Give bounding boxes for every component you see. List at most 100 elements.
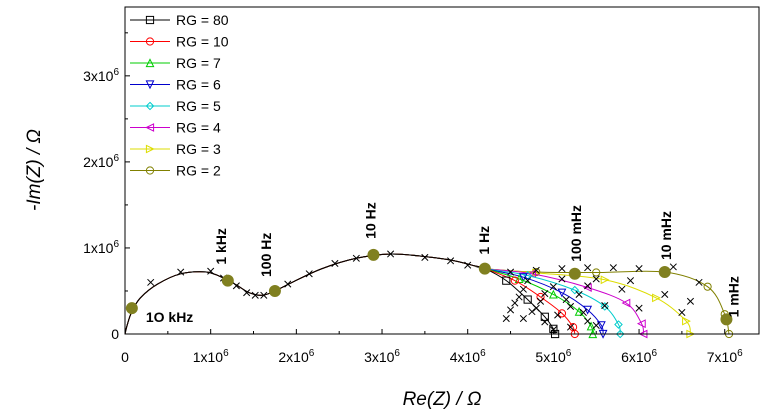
cross-point — [584, 264, 592, 272]
frequency-point — [221, 274, 234, 287]
x-tick-label: 6x106 — [621, 348, 657, 365]
series-point — [557, 288, 567, 298]
legend-marker — [145, 15, 155, 25]
series-point — [570, 285, 580, 295]
frequency-point — [125, 302, 138, 315]
cross-point — [592, 275, 600, 283]
x-tick-label: 3x106 — [364, 348, 400, 365]
cross-point — [558, 265, 566, 273]
cross-point — [251, 291, 259, 299]
cross-point — [566, 323, 575, 331]
y-axis-ticks: 0 1x106 2x106 3x106 — [83, 32, 130, 342]
y-tick-label: 3x106 — [83, 67, 119, 84]
series-point — [600, 275, 610, 285]
frequency-label: 1 mHz — [725, 276, 741, 317]
cross-point — [519, 314, 527, 323]
cross-point — [147, 278, 155, 286]
cross-point — [352, 254, 360, 262]
series-line-rg-80 — [124, 253, 556, 335]
legend-label: RG = 10 — [176, 34, 229, 50]
cross-point — [260, 291, 268, 299]
series-line-rg-7 — [124, 253, 594, 335]
frequency-label: 10 mHz — [658, 211, 674, 260]
frequency-point — [478, 262, 491, 275]
cross-point — [695, 278, 703, 286]
series-point — [615, 329, 625, 339]
cross-point — [575, 290, 583, 298]
cross-point — [541, 318, 549, 326]
legend-item: RG = 3 — [130, 141, 221, 157]
x-tick-label: 5x106 — [535, 348, 571, 365]
cross-point — [584, 317, 592, 325]
frequency-label: 1 kHz — [213, 228, 229, 265]
frequency-point — [568, 267, 581, 280]
frequency-label: 100 mHz — [568, 205, 584, 262]
cross-point — [511, 299, 519, 307]
cross-point — [232, 282, 240, 290]
series-line-rg-6 — [124, 253, 604, 335]
x-tick-label: 4x106 — [450, 348, 486, 365]
series-line-rg-2 — [124, 253, 730, 335]
series-point — [600, 302, 610, 311]
cross-point — [177, 268, 185, 276]
x-tick-label: 0 — [121, 349, 129, 365]
cross-point — [635, 265, 643, 273]
cross-point — [661, 290, 669, 298]
legend-item: RG = 7 — [130, 55, 221, 71]
series-point — [703, 282, 712, 291]
legend-marker — [145, 37, 155, 46]
series-point — [548, 289, 558, 299]
cross-point — [519, 285, 527, 293]
cross-point — [207, 267, 215, 275]
legend-marker — [145, 80, 155, 90]
cross-point — [524, 277, 532, 285]
y-axis-title: -Im(Z) / Ω — [24, 129, 45, 211]
cross-point — [447, 257, 455, 265]
legend-item: RG = 10 — [130, 34, 229, 50]
cross-point — [601, 302, 609, 310]
series-point — [596, 321, 606, 331]
series-point — [540, 312, 549, 321]
legend-label: RG = 7 — [176, 55, 221, 71]
frequency-point — [367, 248, 380, 261]
legend: RG = 80 RG = 10 RG = 7 RG = 6 RG = 5 RG = 4 RG… — [130, 12, 229, 179]
cross-point — [558, 275, 566, 283]
frequency-label: 1O kHz — [146, 309, 193, 325]
y-tick-label: 2x106 — [83, 153, 119, 170]
cross-point — [549, 283, 557, 291]
series-point — [636, 319, 646, 329]
series-point — [557, 309, 567, 318]
legend-item: RG = 5 — [130, 98, 221, 114]
cross-point — [387, 250, 395, 258]
cross-point — [566, 302, 575, 311]
frequency-point — [268, 284, 281, 297]
legend-label: RG = 6 — [176, 77, 221, 93]
legend-label: RG = 2 — [176, 163, 221, 179]
frequency-labels: 1O kHz 1 kHz 100 Hz 10 Hz 1 Hz 100 mHz 10 mHz 1… — [146, 202, 742, 325]
cross-point — [635, 304, 643, 312]
series-point — [614, 320, 623, 329]
cross-point — [579, 308, 587, 317]
legend-item: RG = 4 — [130, 120, 221, 136]
series-point — [682, 316, 691, 326]
cross-point — [506, 268, 515, 276]
cross-point — [506, 306, 515, 314]
legend-marker — [145, 123, 155, 132]
legend-marker — [145, 58, 155, 68]
cross-point — [592, 321, 600, 329]
series-point — [652, 293, 661, 303]
plot-area — [124, 248, 734, 339]
legend-label: RG = 80 — [176, 12, 229, 28]
legend-item: RG = 6 — [130, 77, 221, 93]
plot-frame — [124, 6, 760, 335]
cross-point — [541, 290, 549, 298]
x-axis-ticks: 0 1x106 2x106 3x106 4x106 5x106 6x106 7x106 — [121, 329, 743, 365]
series-point — [518, 273, 528, 282]
series-point — [574, 306, 584, 316]
legend-label: RG = 5 — [176, 98, 221, 114]
legend-item: RG = 80 — [130, 12, 229, 28]
legend-label: RG = 3 — [176, 141, 221, 157]
cross-point — [584, 282, 592, 290]
cross-point — [532, 304, 540, 312]
